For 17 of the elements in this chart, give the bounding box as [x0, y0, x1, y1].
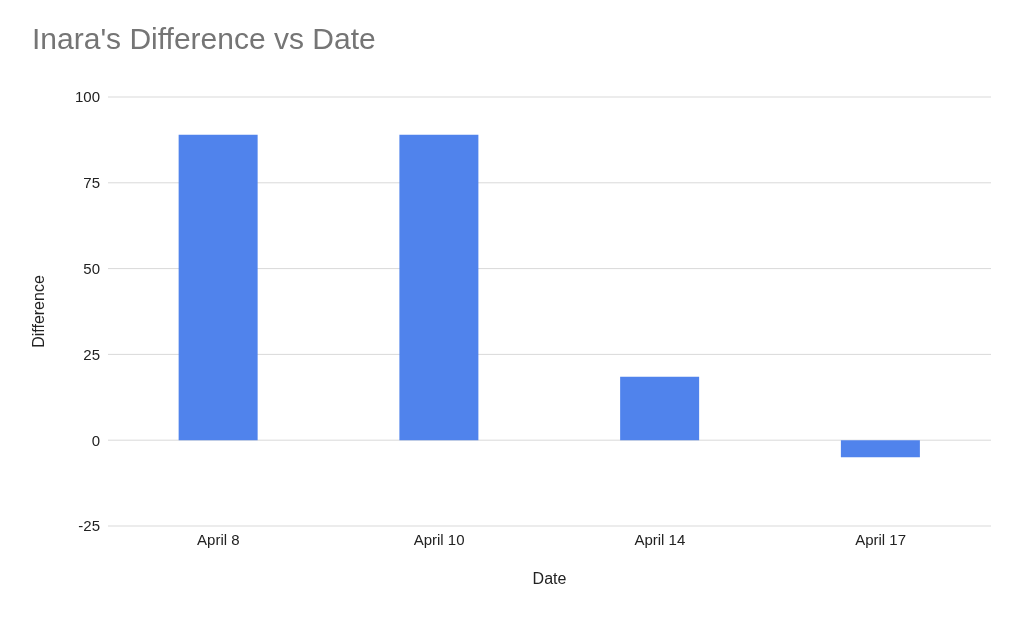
y-axis-title: Difference	[29, 275, 47, 348]
x-tick-label: April 10	[413, 530, 465, 548]
bar	[840, 440, 920, 458]
x-axis-title: Date	[532, 570, 567, 587]
bar	[178, 134, 258, 441]
bar	[620, 376, 700, 441]
x-tick-label: April 14	[634, 530, 686, 548]
y-tick-label: -25	[78, 517, 100, 535]
chart-title: Inara's Difference vs Date	[32, 22, 376, 56]
y-tick-label: 25	[83, 345, 100, 363]
y-tick-label: 50	[83, 259, 100, 277]
x-tick-label: April 17	[855, 530, 907, 548]
y-tick-label: 75	[83, 174, 100, 192]
y-tick-label: 100	[74, 88, 100, 106]
bar	[399, 134, 479, 441]
x-tick-label: April 8	[197, 530, 240, 548]
y-tick-label: 0	[91, 431, 100, 449]
